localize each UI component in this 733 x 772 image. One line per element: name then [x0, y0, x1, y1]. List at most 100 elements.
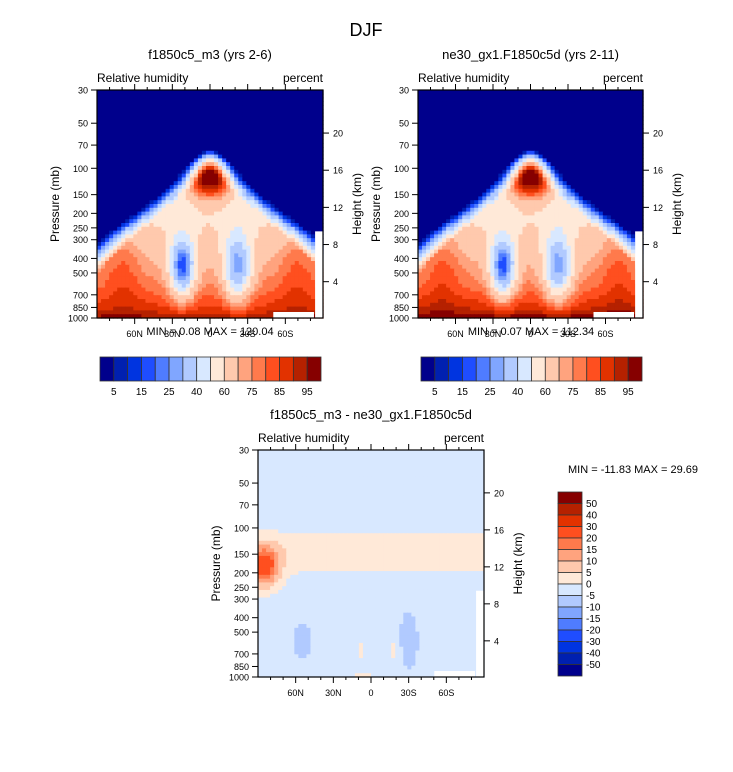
field-cell: [610, 162, 616, 167]
field-cell: [290, 150, 296, 156]
field-cell: [598, 124, 604, 129]
field-cell: [125, 264, 130, 270]
field-cell: [226, 211, 231, 216]
field-cell: [185, 283, 191, 289]
field-cell: [286, 283, 292, 289]
field-cell: [125, 128, 130, 133]
field-cell: [218, 181, 223, 186]
field-cell: [121, 283, 126, 289]
field-cell: [161, 158, 167, 163]
field-cell: [145, 268, 151, 273]
field-cell: [133, 261, 138, 266]
field-cell: [161, 219, 167, 224]
field-cell: [518, 166, 524, 171]
field-cell: [242, 162, 247, 167]
field-cell: [101, 128, 106, 133]
field-cell: [254, 268, 260, 273]
field-cell: [137, 93, 142, 99]
field-cell: [614, 97, 620, 102]
field-cell: [101, 200, 106, 205]
field-cell: [121, 173, 126, 178]
field-cell: [290, 299, 296, 304]
field-cell: [526, 143, 532, 148]
field-cell: [113, 211, 118, 216]
field-cell: [482, 93, 487, 99]
field-cell: [205, 219, 211, 224]
field-cell: [246, 105, 251, 110]
field-cell: [109, 128, 114, 133]
field-cell: [97, 283, 102, 289]
field-cell: [482, 188, 487, 194]
field-cell: [222, 230, 227, 235]
panel-title: ne30_gx1.F1850c5d (yrs 2-11): [442, 47, 619, 62]
field-cell: [510, 124, 516, 129]
field-cell: [282, 90, 288, 95]
field-cell: [262, 158, 268, 163]
field-cell: [278, 242, 284, 247]
field-cell: [101, 276, 106, 281]
field-cell: [193, 268, 199, 273]
field-cell: [137, 196, 142, 201]
field-cell: [205, 306, 211, 311]
field-cell: [282, 143, 288, 148]
field-cell: [222, 185, 227, 190]
field-cell: [626, 181, 632, 186]
field-cell: [498, 169, 503, 175]
field-cell: [242, 90, 247, 95]
field-cell: [594, 158, 600, 163]
field-cell: [602, 131, 608, 137]
field-cell: [242, 143, 247, 148]
field-cell: [518, 90, 524, 95]
field-cell: [506, 131, 512, 137]
field-cell: [590, 101, 596, 106]
field-cell: [522, 188, 528, 194]
field-cell: [434, 147, 439, 152]
field-cell: [185, 139, 191, 144]
field-cell: [250, 238, 255, 243]
field-cell: [306, 162, 312, 167]
field-cell: [634, 131, 640, 137]
field-cell: [189, 226, 195, 232]
field-cell: [542, 135, 548, 140]
field-cell: [526, 173, 532, 178]
field-cell: [250, 147, 255, 152]
field-cell: [474, 154, 479, 159]
field-cell: [113, 188, 118, 194]
field-cell: [486, 150, 491, 156]
field-cell: [470, 135, 475, 140]
field-cell: [498, 154, 503, 159]
field-cell: [574, 135, 580, 140]
field-cell: [314, 162, 320, 167]
field-cell: [189, 207, 195, 213]
field-cell: [246, 139, 251, 144]
field-cell: [574, 154, 580, 159]
field-cell: [137, 291, 142, 296]
field-cell: [145, 166, 151, 171]
field-cell: [254, 249, 260, 254]
field-cell: [181, 112, 187, 118]
field-cell: [214, 204, 219, 209]
field-cell: [238, 276, 243, 281]
field-cell: [494, 185, 499, 190]
field-cell: [450, 101, 455, 106]
field-cell: [454, 181, 459, 186]
field-cell: [470, 147, 475, 152]
field-cell: [462, 135, 467, 140]
field-cell: [234, 211, 239, 216]
field-cell: [226, 287, 231, 292]
field-cell: [462, 131, 467, 137]
field-cell: [314, 181, 320, 186]
field-cell: [149, 276, 155, 281]
field-cell: [161, 280, 167, 285]
field-cell: [173, 105, 179, 110]
field-cell: [574, 116, 580, 121]
field-cell: [434, 124, 439, 129]
field-cell: [282, 192, 288, 197]
field-cell: [494, 109, 499, 114]
field-cell: [242, 192, 247, 197]
field-cell: [210, 143, 215, 148]
field-cell: [173, 97, 179, 102]
field-cell: [177, 93, 183, 99]
field-cell: [129, 131, 134, 137]
field-cell: [534, 139, 540, 144]
